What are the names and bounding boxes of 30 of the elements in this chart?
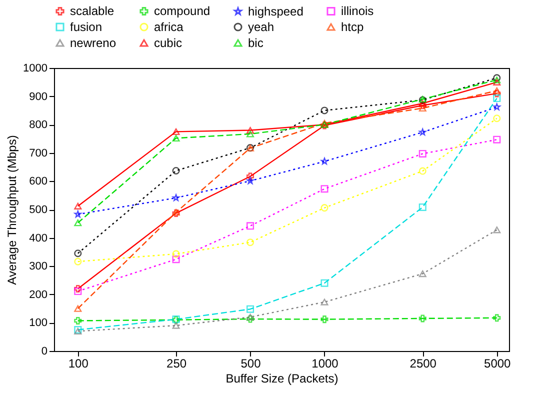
x-tick-label: 2500 [410,356,437,370]
x-tick-label: 500 [240,356,262,370]
y-tick-label: 600 [29,176,48,188]
legend-label: illinois [341,4,374,18]
legend-label: bic [248,36,264,50]
x-tick-label: 100 [68,356,89,370]
legend-label: yeah [248,20,274,34]
legend-label: compound [154,4,210,18]
legend-label: htcp [341,20,364,34]
y-tick-label: 300 [29,260,48,273]
y-tick-label: 0 [41,346,48,358]
y-tick-label: 1000 [23,62,48,74]
x-tick-label: 1000 [312,356,339,370]
y-tick-label: 200 [29,288,48,301]
legend-label: highspeed [248,4,304,18]
legend-label: newreno [70,36,116,50]
y-tick-label: 700 [29,147,48,160]
y-tick-label: 800 [29,119,48,132]
legend-label: cubic [154,36,182,50]
legend-label: fusion [70,20,102,34]
y-axis-title: Average Throughput (Mbps) [5,135,20,285]
y-tick-label: 900 [29,90,48,103]
legend-label: scalable [70,4,114,18]
y-tick-label: 100 [29,317,48,330]
y-tick-label: 400 [29,232,48,244]
x-tick-label: 250 [166,356,187,370]
x-tick-label: 5000 [484,356,512,370]
legend-label: africa [154,20,184,34]
y-tick-label: 500 [29,204,48,216]
x-axis-title: Buffer Size (Packets) [226,372,338,386]
